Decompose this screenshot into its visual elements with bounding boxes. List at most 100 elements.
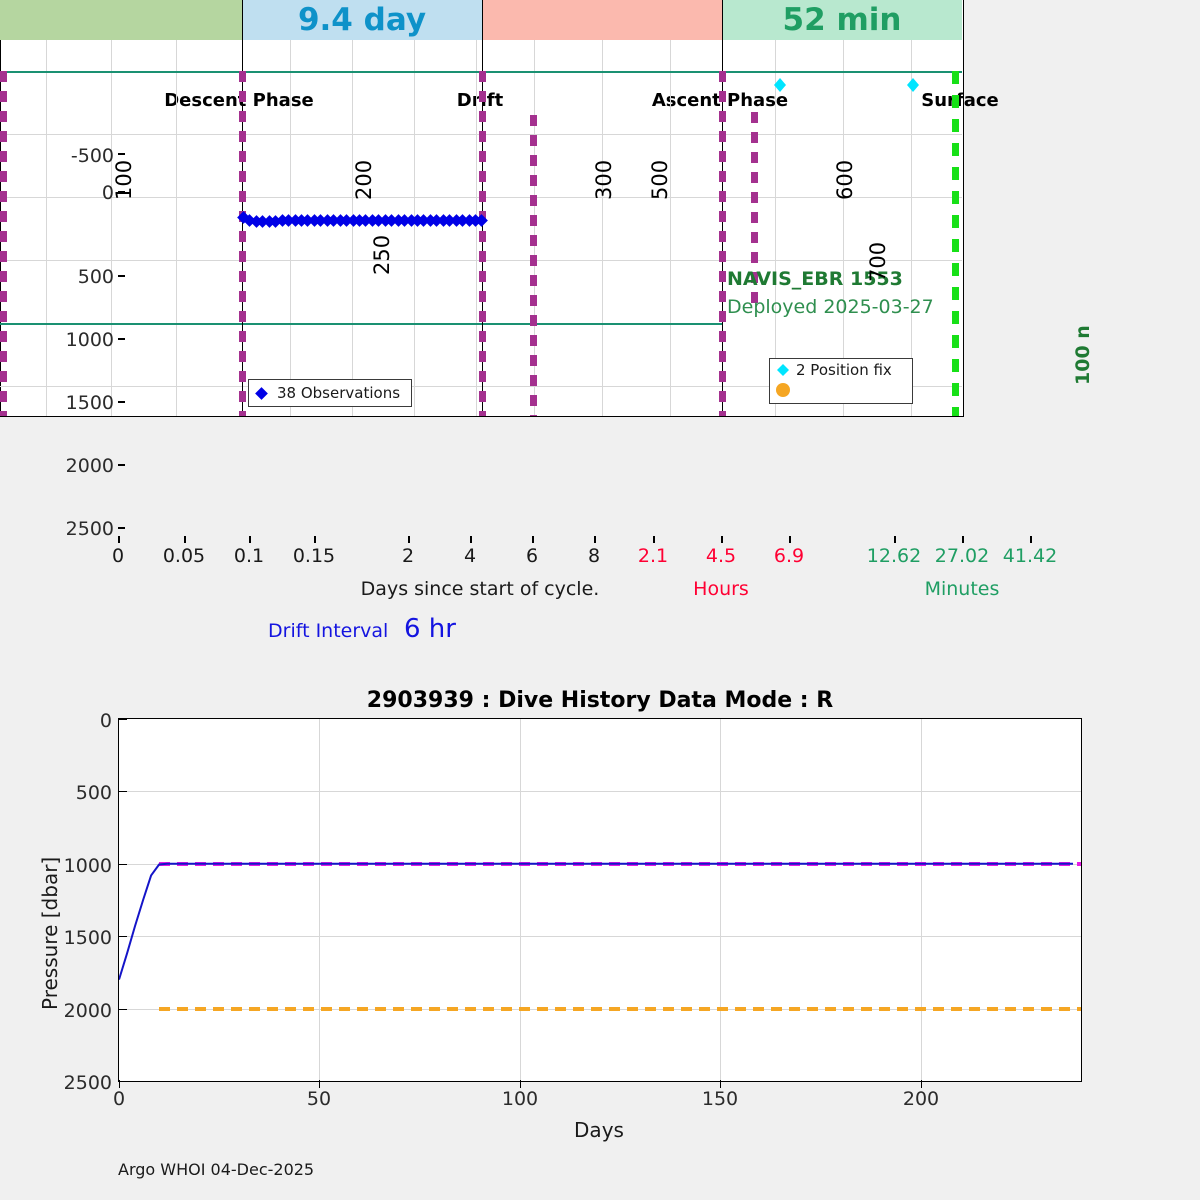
dgrid-500: [119, 791, 1081, 792]
ytick-top-1000: 1000: [65, 329, 114, 351]
param-line-500: [530, 115, 537, 416]
xaxis-title-days-bottom: Days: [574, 1118, 624, 1142]
position-fix-point: [907, 78, 920, 86]
phase-band-descent: [0, 0, 242, 40]
drift-interval-value: 6 hr: [404, 614, 456, 644]
dgrid-50: [319, 719, 320, 1081]
xaxis-title-hours: Hours: [693, 578, 749, 600]
param-code-300: 300: [592, 159, 616, 200]
observation-marker-icon: [255, 387, 268, 400]
param-code-100n: 100 n: [1072, 325, 1094, 385]
float-name: NAVIS_EBR 1553: [727, 268, 903, 290]
ytick-top-1500: 1500: [65, 392, 114, 414]
phase-title-surface: Surface: [921, 90, 999, 111]
surface-duration-label: 52 min: [782, 2, 902, 38]
xtick-drift-2: 2: [401, 545, 415, 567]
ytick-top-2500: 2500: [65, 518, 114, 540]
xtick-bot-150: 150: [701, 1088, 739, 1110]
ytick-top--500: -500: [70, 145, 114, 167]
ytick-bot-2500: 2500: [63, 1072, 112, 1094]
xtick-ascent-45: 4.5: [705, 545, 737, 567]
grounded-marker-icon: [776, 383, 790, 397]
param-code-200: 200: [352, 159, 376, 200]
param-line-100n: [952, 71, 959, 416]
xtick-bot-200: 200: [902, 1088, 940, 1110]
param-code-700: 700: [866, 241, 890, 282]
param-code-500: 500: [648, 159, 672, 200]
xtick-ascent-21: 2.1: [637, 545, 669, 567]
xtick-bot-0: 0: [112, 1088, 126, 1110]
xtick-descent-0: 0: [111, 545, 125, 567]
ytick-bot-2000: 2000: [63, 1000, 112, 1022]
xtick-surface-4142: 41.42: [1002, 545, 1058, 567]
position-fix-point: [774, 85, 787, 93]
yaxis-title-pressure: Pressure [dbar]: [38, 856, 62, 1010]
dgrid-1500: [119, 936, 1081, 937]
legend-position-fix-label: 2 Position fix: [796, 361, 892, 379]
dgrid-100: [520, 719, 521, 1081]
gridline-v-11: [775, 40, 776, 416]
xtick-bot-100: 100: [501, 1088, 539, 1110]
dive-trace: [119, 862, 1073, 980]
xaxis-title-days: Days since start of cycle.: [360, 578, 600, 600]
gridline-v-4: [290, 40, 291, 416]
phase-band-surface: [722, 0, 962, 40]
ytick-top-2000: 2000: [65, 455, 114, 477]
xtick-drift-8: 8: [587, 545, 601, 567]
footer-text: Argo WHOI 04-Dec-2025: [118, 1160, 315, 1179]
xaxis-title-minutes: Minutes: [924, 578, 1000, 600]
xtick-bot-50: 50: [306, 1088, 332, 1110]
float-deployed: Deployed 2025-03-27: [727, 296, 934, 318]
legend-observations: 38 Observations: [248, 379, 412, 407]
dive-history-title: 2903939 : Dive History Data Mode : R: [366, 688, 834, 713]
legend-position-fix: 2 Position fix: [769, 358, 913, 404]
ytick-bot-1500: 1500: [63, 927, 112, 949]
dive-history-plot: [118, 718, 1082, 1082]
xtick-drift-6: 6: [525, 545, 539, 567]
ytick-bot-1000: 1000: [63, 855, 112, 877]
position-fix-point: [907, 85, 920, 93]
xtick-descent-005: 0.05: [162, 545, 206, 567]
param-line-100: [0, 71, 7, 416]
legend-observations-label: 38 Observations: [277, 384, 401, 402]
ytick-top-0: 0: [101, 182, 114, 204]
xtick-descent-01: 0.1: [233, 545, 265, 567]
gridline-v-2: [111, 40, 112, 416]
gridline-v-3: [176, 40, 177, 416]
dgrid-200: [921, 719, 922, 1081]
gridline-v-7: [476, 40, 477, 416]
gridline-v-5: [352, 40, 353, 416]
mission-profile-plot: 9.4 day 52 min: [0, 0, 964, 417]
xtick-ascent-69: 6.9: [773, 545, 805, 567]
param-line-300: [479, 71, 486, 416]
drift-interval-label: Drift Interval: [268, 620, 389, 642]
profile-pressure-line: [159, 1007, 1081, 1011]
gridline-v-1: [46, 40, 47, 416]
reference-line-profile-dotted: [482, 323, 722, 325]
phase-title-descent: Descent Phase: [164, 90, 314, 111]
param-code-600: 600: [833, 159, 857, 200]
drift-duration-label: 9.4 day: [297, 2, 427, 38]
param-line-200-250: [239, 71, 246, 416]
position-fix-marker-icon-bottom: [777, 370, 789, 376]
reference-line-profile: [0, 323, 722, 325]
gridline-v-9: [602, 40, 603, 416]
param-code-250: 250: [370, 234, 394, 275]
dgrid-150: [720, 719, 721, 1081]
position-fix-point: [774, 78, 787, 86]
param-line-700: [751, 112, 758, 312]
phase-band-drift: [242, 0, 482, 40]
xtick-descent-015: 0.15: [292, 545, 336, 567]
xtick-drift-4: 4: [463, 545, 477, 567]
gridline-v-12: [843, 40, 844, 416]
ytick-top-500: 500: [77, 266, 114, 288]
gridline-v-6: [414, 40, 415, 416]
xtick-surface-1262: 12.62: [866, 545, 922, 567]
gridline-v-10: [670, 40, 671, 416]
ytick-bot-0: 0: [99, 710, 112, 732]
xtick-surface-2702: 27.02: [934, 545, 990, 567]
param-line-600: [719, 71, 726, 416]
gridline-v-13: [911, 40, 912, 416]
param-code-100: 100: [112, 159, 136, 200]
phase-band-ascent: [482, 0, 722, 40]
